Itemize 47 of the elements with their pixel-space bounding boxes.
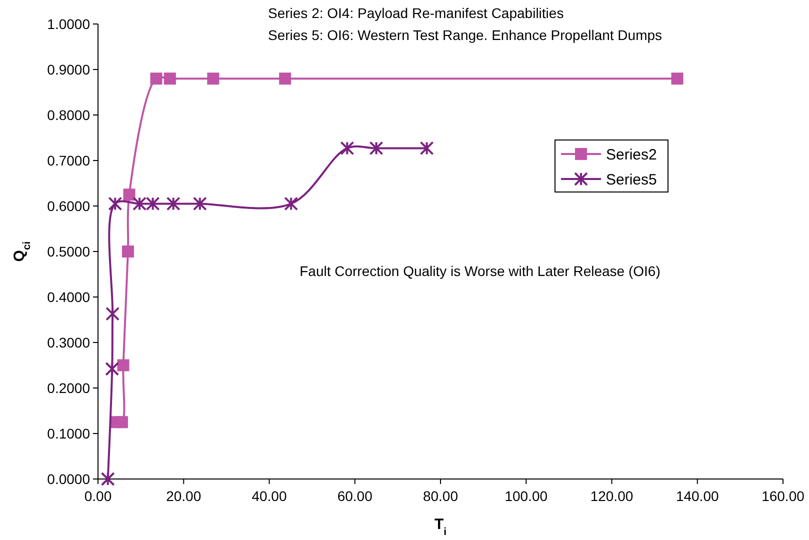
point [164,72,176,85]
x-tick-label: 140.00 [676,488,719,504]
y-tick-label: 0.4000 [47,288,90,305]
annotation: Series 5: OI6: Western Test Range. Enhance Propellant Dumps [268,27,662,43]
point [166,196,180,211]
x-tick-label: 160.00 [762,488,805,504]
y-tick-label: 1.0000 [47,16,90,32]
x-tick-label: 120.00 [590,488,634,504]
point [420,141,434,156]
annotation: Fault Correction Quality is Worse with Later Release (OI6) [300,263,660,279]
point [279,72,292,85]
y-tick-label: 0.2000 [47,380,90,396]
y-tick-label: 0.6000 [47,198,90,214]
y-tick-label: 0.7000 [47,152,90,168]
x-tick-label: 80.00 [422,488,458,504]
point [105,362,120,376]
x-tick-label: 100.00 [504,488,548,504]
point [369,141,384,156]
point [192,196,207,211]
point [106,306,120,321]
point [100,472,115,486]
y-tick-label: 0.8000 [47,106,90,123]
point [340,141,354,156]
x-tick-label: 40.00 [252,488,287,504]
point [132,196,147,211]
legend-label: Series5 [606,171,657,188]
x-axis-title: T$_{i}$ [434,516,447,538]
point [123,188,136,201]
y-tick-label: 0.3000 [47,334,90,350]
text: Series 2: OI4: Payload Re-manifest Capabilities [268,5,564,21]
point [108,196,122,211]
point [671,72,684,85]
point [117,359,130,372]
point [146,196,160,211]
y-tick-label: 0.1000 [47,425,90,442]
point [150,72,162,85]
point [122,246,134,258]
point [207,72,220,85]
legend-label: Series2 [606,146,657,164]
point [116,416,128,428]
y-tick-label: 0.9000 [47,61,90,78]
y-tick-label: 0.5000 [47,243,90,260]
x-tick-label: 0.00 [84,488,112,504]
x-tick-label: 60.00 [337,488,373,504]
x-tick-label: 20.00 [166,488,202,504]
y-tick-label: 0.0000 [47,470,90,487]
point [284,196,298,211]
